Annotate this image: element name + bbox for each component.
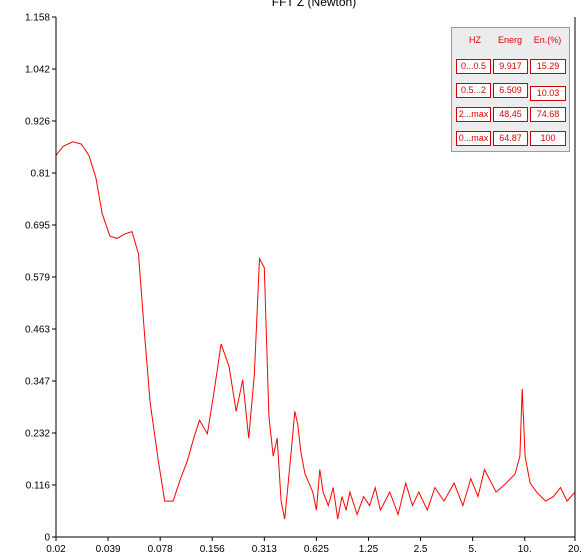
y-tick-label: 0.926: [25, 117, 50, 128]
y-tick-label: 0.232: [25, 429, 50, 440]
x-tick-label: 0.625: [304, 544, 329, 555]
row-3-energy: 48.45: [493, 107, 528, 122]
row-1-percent: 15.29: [530, 59, 566, 74]
y-tick-label: 0.695: [25, 221, 50, 232]
y-tick-label: 0.347: [25, 377, 50, 388]
row-3-percent: 74.68: [530, 107, 566, 122]
header-hz: HZ: [469, 35, 481, 45]
row-2-band: 0.5...2: [456, 83, 491, 98]
x-tick-label: 0.313: [252, 544, 277, 555]
row-4-percent: 100: [530, 131, 566, 146]
row-2-percent: 10.03: [530, 86, 566, 101]
energy-table: HZ Energ En.(%) 0...0.5 9.917 15.29 0.5.…: [451, 27, 570, 152]
series-line-0: [55, 141, 576, 520]
x-tick-label: 0.078: [148, 544, 173, 555]
x-tick-label: 0.039: [96, 544, 121, 555]
row-1-energy: 9.917: [493, 59, 528, 74]
y-tick-label: 0.579: [25, 273, 50, 284]
header-energy-percent: En.(%): [533, 35, 562, 45]
chart-title: FFT Z (Newton): [272, 0, 356, 9]
y-tick-label: 0: [44, 533, 50, 544]
row-3-band: 2...max: [456, 107, 491, 122]
row-2-energy: 6.509: [493, 83, 528, 98]
row-4-band: 0...max: [456, 131, 491, 146]
x-tick-label: 0.156: [200, 544, 225, 555]
y-tick-label: 0.463: [25, 325, 50, 336]
x-tick-label: 0.02: [46, 544, 66, 555]
x-tick-label: 10.: [518, 544, 532, 555]
x-tick-label: 20.: [568, 544, 582, 555]
row-1-band: 0...0.5: [456, 59, 491, 74]
series-layer: [55, 141, 576, 520]
x-tick-label: 2.5: [414, 544, 428, 555]
x-tick-label: 5.: [468, 544, 476, 555]
y-tick-label: 1.042: [25, 65, 50, 76]
y-tick-label: 0.116: [26, 481, 51, 492]
header-energy: Energ: [497, 35, 523, 45]
x-tick-label: 1.25: [359, 544, 379, 555]
y-tick-label: 0.81: [31, 169, 51, 180]
axes-layer: 0 0.116 0.232 0.347 0.463 0.579 0.695 0.81 0.926…: [25, 13, 582, 556]
row-4-energy: 64.87: [493, 131, 528, 146]
y-tick-label: 1.158: [25, 13, 50, 24]
